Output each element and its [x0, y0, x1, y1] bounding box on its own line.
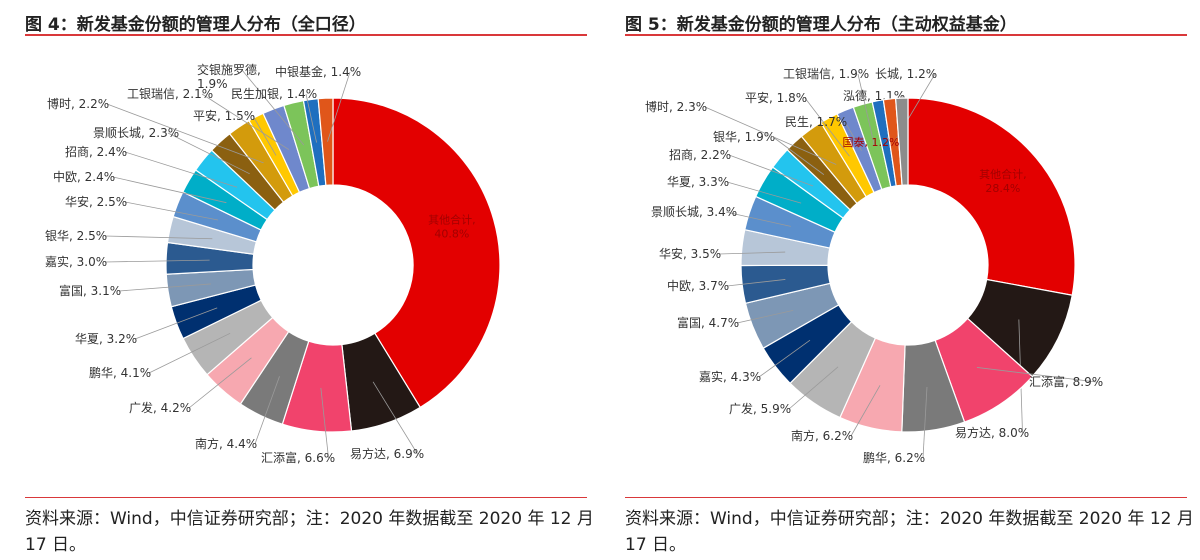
- chart4-label-6: 华夏, 3.2%: [75, 332, 137, 346]
- chart5-leader-line-2: [976, 367, 1097, 383]
- chart5-label-19: 长城, 1.2%: [875, 67, 937, 81]
- chart4-leader-line-11: [112, 176, 227, 204]
- chart4-leader-line-5: [148, 332, 231, 374]
- chart4-leader-line-10: [124, 201, 219, 221]
- chart5-leader-line-3: [922, 387, 928, 459]
- chart5-label-12: 招商, 2.2%: [669, 147, 731, 162]
- chart4-label-2: 汇添富, 6.6%: [261, 450, 335, 465]
- figure-4-panel: 图 4：新发基金份额的管理人分布（全口径） 其他合计, 40.8% 易方达, 6.9…: [25, 0, 600, 560]
- figure-5-source-note: 资料来源：Wind，中信证券研究部；注：2020 年数据截至 2020 年 12…: [625, 509, 1194, 555]
- chart4-label-12: 招商, 2.4%: [65, 144, 127, 159]
- chart4-leader-line-3: [254, 376, 280, 445]
- chart4-leader-line-19: [327, 71, 351, 142]
- chart5-leader-line-7: [736, 310, 794, 324]
- chart5-label-1: 易方达, 8.0%: [955, 425, 1029, 440]
- chart5-label-2: 汇添富, 8.9%: [1029, 374, 1103, 389]
- chart5-leader-line-8: [726, 279, 786, 287]
- figure-5-bottom-rule: [625, 497, 1187, 498]
- figure-5-donut-chart: 其他合计, 28.4% 易方达, 8.0% 汇添富, 8.9% 鹏华, 6.2% 南方, …: [625, 40, 1200, 490]
- chart4-label-19: 中银基金, 1.4%: [275, 64, 361, 79]
- chart4-label-7: 富国, 3.1%: [59, 283, 121, 298]
- chart4-label-17: 交银施罗德, 1.9%: [197, 62, 261, 91]
- chart5-label-3: 鹏华, 6.2%: [863, 451, 925, 465]
- chart5-leader-line-6: [758, 339, 811, 378]
- chart5-label-9: 华安, 3.5%: [659, 246, 721, 261]
- chart4-label-3: 南方, 4.4%: [195, 436, 257, 451]
- chart4-leader-line-8: [104, 259, 210, 263]
- chart5-leader-line-15: [804, 97, 850, 157]
- chart4-label-18: 民生加银, 1.4%: [231, 87, 317, 101]
- chart4-label-11: 中欧, 2.4%: [53, 169, 115, 184]
- figure-4-donut-chart: 其他合计, 40.8% 易方达, 6.9% 汇添富, 6.6% 南方, 4.4% 广发, …: [25, 40, 600, 490]
- chart5-label-4: 南方, 6.2%: [791, 428, 853, 443]
- chart5-label-8: 中欧, 3.7%: [667, 278, 729, 293]
- chart5-label-6: 嘉实, 4.3%: [699, 369, 761, 384]
- chart5-leader-line-11: [726, 181, 802, 204]
- chart4-label-15: 平安, 1.5%: [193, 108, 255, 123]
- chart4-leader-line-9: [104, 235, 213, 240]
- chart4-leader-line-17: [241, 69, 305, 146]
- chart4-leader-line-1: [372, 381, 418, 455]
- chart4-label-4: 广发, 4.2%: [129, 400, 191, 415]
- figure-5-panel: 图 5：新发基金份额的管理人分布（主动权益基金） 其他合计, 28.4% 易方达, …: [625, 0, 1200, 560]
- chart5-label-10: 景顺长城, 3.4%: [651, 205, 737, 219]
- chart4-leader-line-12: [124, 151, 238, 188]
- chart5-leader-line-13: [772, 136, 825, 175]
- chart4-slice-e585b6e4bb96e59088e8aea1-0: [332, 97, 501, 409]
- chart4-leader-line-13: [167, 132, 250, 175]
- chart5-label-17: 工银瑞信, 1.9%: [783, 67, 869, 81]
- chart5-label-20: 国泰, 1.2%: [843, 135, 900, 149]
- chart4-label-14: 博时, 2.2%: [47, 96, 109, 111]
- chart5-label-0: 其他合计, 28.4%: [979, 167, 1027, 195]
- chart4-label-10: 华安, 2.5%: [65, 194, 127, 209]
- chart4-leader-line-15: [252, 115, 277, 156]
- chart4-leader-line-6: [134, 307, 218, 340]
- chart5-leader-line-10: [725, 211, 791, 227]
- chart5-leader-line-5: [788, 366, 839, 410]
- figure-4-top-rule: [25, 34, 587, 36]
- chart5-label-5: 广发, 5.9%: [729, 401, 791, 416]
- figure-4-title: 图 4：新发基金份额的管理人分布（全口径）: [25, 15, 366, 35]
- chart4-label-9: 银华, 2.5%: [45, 229, 107, 243]
- chart5-label-13: 银华, 1.9%: [713, 130, 775, 144]
- chart4-label-13: 景顺长城, 2.3%: [93, 126, 179, 140]
- chart4-label-1: 易方达, 6.9%: [350, 446, 424, 461]
- chart5-label-16: 民生, 1.7%: [785, 115, 847, 129]
- figure-4-bottom-rule: [25, 497, 587, 498]
- chart4-label-5: 鹏华, 4.1%: [89, 366, 151, 380]
- chart5-leader-line-17: [857, 73, 875, 147]
- figure-5-title: 图 5：新发基金份额的管理人分布（主动权益基金）: [625, 15, 1017, 35]
- chart4-leader-line-2: [320, 387, 329, 459]
- chart5-leader-line-12: [728, 154, 814, 187]
- chart5-leader-line-16: [844, 121, 862, 151]
- chart4-leader-line-7: [118, 283, 211, 292]
- figure-4-source-note: 资料来源：Wind，中信证券研究部；注：2020 年数据截至 2020 年 12…: [25, 509, 594, 555]
- figure-5-top-rule: [625, 34, 1187, 36]
- chart5-slice-e585b6e4bb96e59088e8aea1-0: [907, 97, 1076, 296]
- figure-5-donut-svg: 其他合计, 28.4% 易方达, 8.0% 汇添富, 8.9% 鹏华, 6.2% 南方, …: [645, 67, 1103, 465]
- chart5-label-15: 平安, 1.8%: [745, 90, 807, 105]
- chart5-leader-line-14: [704, 106, 837, 165]
- chart4-slice-e4b8ade993b6e59fbae98791-19: [317, 97, 334, 186]
- chart4-label-16: 工银瑞信, 2.1%: [127, 87, 213, 101]
- chart5-label-7: 富国, 4.7%: [677, 315, 739, 330]
- chart5-label-11: 华夏, 3.3%: [667, 175, 729, 189]
- chart5-slice-e59bbde6b3b0-20: [894, 97, 909, 186]
- chart4-leader-line-14: [106, 103, 264, 164]
- figure-4-donut-svg: 其他合计, 40.8% 易方达, 6.9% 汇添富, 6.6% 南方, 4.4% 广发, …: [45, 62, 501, 465]
- chart4-label-8: 嘉实, 3.0%: [45, 254, 107, 269]
- chart5-leader-line-9: [718, 251, 786, 255]
- chart4-leader-line-18: [305, 93, 317, 143]
- chart5-leader-line-4: [850, 385, 881, 437]
- chart5-label-14: 博时, 2.3%: [645, 99, 707, 114]
- chart4-leader-line-4: [188, 357, 252, 409]
- chart4-label-0: 其他合计, 40.8%: [428, 212, 476, 240]
- chart4-leader-line-16: [201, 93, 290, 150]
